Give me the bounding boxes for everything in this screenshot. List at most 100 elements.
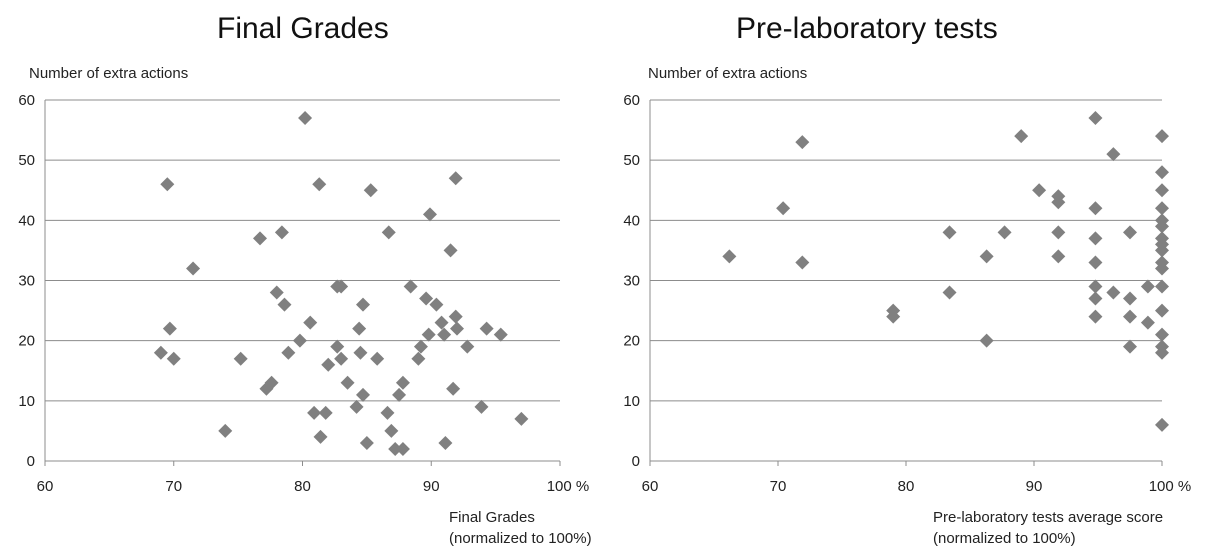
data-point xyxy=(307,405,322,420)
y-tick-label: 60 xyxy=(623,92,640,109)
y-tick-label: 20 xyxy=(623,333,640,350)
data-point xyxy=(1155,219,1169,234)
data-point xyxy=(1088,255,1103,270)
y-tick-label: 60 xyxy=(18,92,35,109)
data-point xyxy=(437,327,452,342)
y-tick-label: 50 xyxy=(623,152,640,169)
data-point xyxy=(1088,231,1103,246)
data-point xyxy=(1088,201,1103,216)
data-point xyxy=(318,405,333,420)
x-tick-label: 90 xyxy=(1026,478,1043,495)
data-point xyxy=(370,351,385,366)
data-point xyxy=(403,279,418,294)
data-point xyxy=(1123,309,1137,324)
data-point xyxy=(269,285,284,300)
data-point xyxy=(334,351,349,366)
chart-title: Pre-laboratory tests xyxy=(736,12,998,45)
data-point xyxy=(1051,195,1066,210)
data-point xyxy=(153,345,168,360)
data-point xyxy=(514,411,529,426)
data-point xyxy=(1155,201,1169,216)
data-point xyxy=(776,201,791,216)
y-tick-label: 20 xyxy=(18,333,35,350)
x-axis-label-line-1: Final Grades xyxy=(449,509,535,526)
data-point xyxy=(1088,111,1103,126)
data-point xyxy=(274,225,289,240)
data-point xyxy=(353,345,368,360)
data-point xyxy=(330,339,345,354)
data-point xyxy=(493,327,508,342)
data-point xyxy=(313,429,328,444)
data-point xyxy=(162,321,177,336)
data-point xyxy=(1106,285,1121,300)
data-point xyxy=(438,435,453,450)
data-point xyxy=(384,423,399,438)
data-point xyxy=(1155,345,1169,360)
data-point xyxy=(395,375,410,390)
x-tick-label: 90 xyxy=(423,478,440,495)
data-point xyxy=(264,375,279,390)
data-point xyxy=(1155,303,1169,318)
scatter-plot-area: 0 10 20 30 40 50 60 60 70 80 90 100 % xyxy=(18,92,589,495)
data-point xyxy=(356,387,371,402)
data-point xyxy=(448,309,463,324)
data-point xyxy=(321,357,336,372)
final-grades-chart: Final Grades Number of extra actions 0 10… xyxy=(0,0,600,550)
data-point xyxy=(312,177,327,192)
data-point xyxy=(1155,261,1169,276)
data-point xyxy=(303,315,318,330)
data-point xyxy=(218,423,233,438)
y-axis-label: Number of extra actions xyxy=(648,65,808,82)
data-point xyxy=(253,231,268,246)
data-point xyxy=(359,435,374,450)
data-point xyxy=(1014,129,1029,144)
data-point xyxy=(448,171,463,186)
data-point xyxy=(886,309,901,324)
x-tick-label: 80 xyxy=(898,478,915,495)
data-point xyxy=(349,399,364,414)
y-tick-label: 30 xyxy=(18,273,35,290)
data-point xyxy=(1155,165,1169,180)
x-tick-label: 70 xyxy=(165,478,182,495)
data-point xyxy=(411,351,426,366)
data-point xyxy=(186,261,201,276)
data-point xyxy=(434,315,449,330)
scatter-plot-area: 0 10 20 30 40 50 60 60 70 80 90 100 % xyxy=(623,92,1191,495)
data-point xyxy=(160,177,175,192)
data-point xyxy=(166,351,181,366)
data-point xyxy=(356,297,371,312)
data-point xyxy=(795,135,810,150)
y-tick-label: 0 xyxy=(27,453,35,470)
data-point xyxy=(233,351,248,366)
x-axis-label: Pre-laboratory tests average score (norm… xyxy=(933,507,1163,549)
data-point xyxy=(429,297,444,312)
data-point xyxy=(281,345,296,360)
data-point xyxy=(1123,225,1137,240)
y-tick-label: 40 xyxy=(18,212,35,229)
data-point xyxy=(722,249,737,264)
data-point xyxy=(1032,183,1047,198)
data-point xyxy=(1088,291,1103,306)
data-point xyxy=(1088,309,1103,324)
data-point xyxy=(419,291,434,306)
y-axis-label: Number of extra actions xyxy=(29,65,189,82)
data-point xyxy=(1123,291,1137,306)
y-tick-label: 0 xyxy=(632,453,640,470)
data-point xyxy=(298,111,313,126)
data-point xyxy=(997,225,1012,240)
y-tick-label: 50 xyxy=(18,152,35,169)
data-point xyxy=(1155,243,1169,258)
data-point xyxy=(942,285,957,300)
data-point xyxy=(292,333,307,348)
x-axis-label-line-2: (normalized to 100%) xyxy=(449,530,592,547)
data-point xyxy=(340,375,355,390)
data-point xyxy=(1088,279,1103,294)
data-point xyxy=(1123,339,1137,354)
pre-lab-tests-chart: Pre-laboratory tests Number of extra act… xyxy=(605,0,1207,550)
data-point xyxy=(363,183,378,198)
x-tick-label: 80 xyxy=(294,478,311,495)
data-point xyxy=(380,405,395,420)
y-tick-label: 10 xyxy=(18,393,35,410)
data-point xyxy=(1051,249,1066,264)
data-point xyxy=(1106,147,1121,162)
